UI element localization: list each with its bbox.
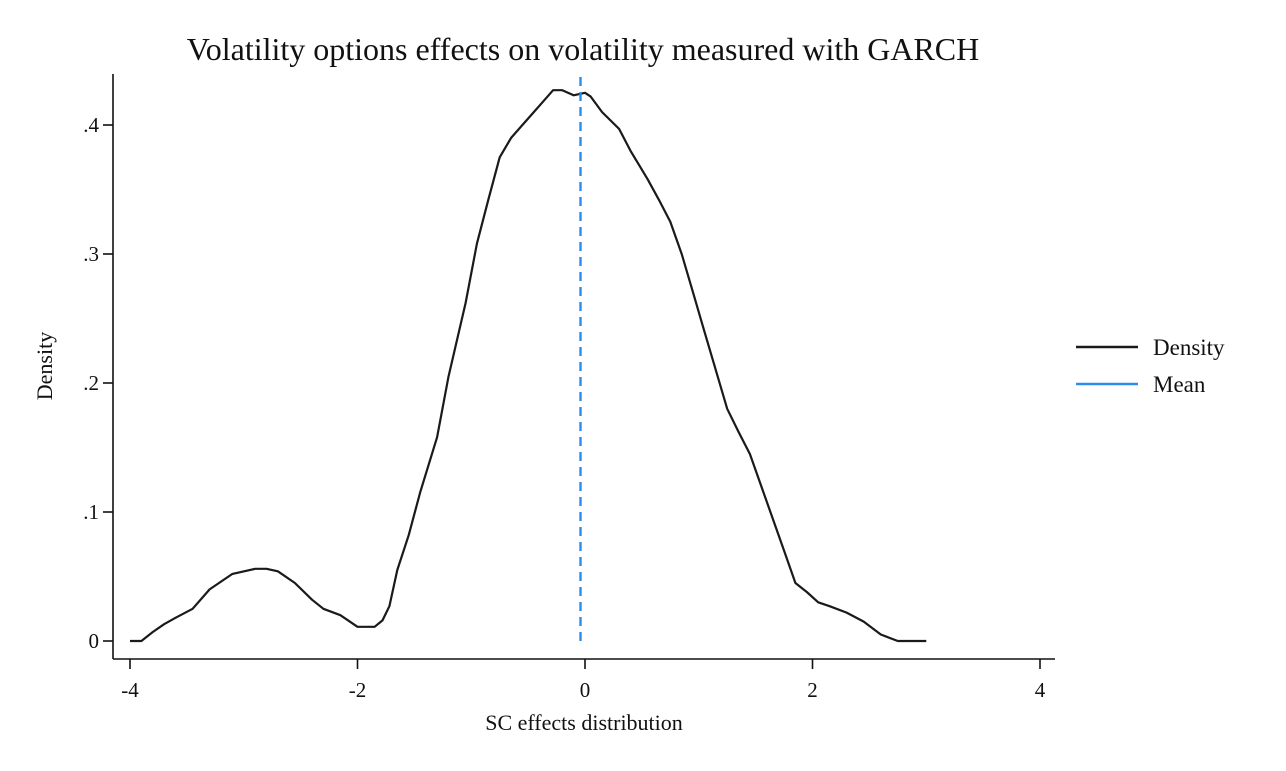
- y-axis-ticks: 0 .1 .2 .3 .4: [83, 113, 113, 653]
- x-tick-label: 0: [580, 678, 591, 702]
- x-tick-label: -2: [349, 678, 367, 702]
- legend-label-mean: Mean: [1153, 372, 1206, 397]
- y-tick-label: .1: [83, 500, 99, 524]
- y-axis-label: Density: [32, 332, 57, 400]
- y-tick-label: .3: [83, 242, 99, 266]
- x-tick-label: 2: [807, 678, 818, 702]
- y-tick-label: .2: [83, 371, 99, 395]
- x-tick-label: -4: [121, 678, 139, 702]
- y-tick-label: .4: [83, 113, 99, 137]
- y-tick-label: 0: [89, 629, 100, 653]
- axes: [112, 74, 1055, 660]
- x-tick-label: 4: [1035, 678, 1046, 702]
- legend-label-density: Density: [1153, 335, 1225, 360]
- series-line-density: [130, 89, 927, 643]
- x-axis-label: SC effects distribution: [485, 710, 683, 735]
- chart-title: Volatility options effects on volatility…: [187, 31, 980, 67]
- x-axis-ticks: -4 -2 0 2 4: [121, 659, 1046, 702]
- legend: Density Mean: [1076, 335, 1225, 397]
- series-layer: [130, 74, 927, 643]
